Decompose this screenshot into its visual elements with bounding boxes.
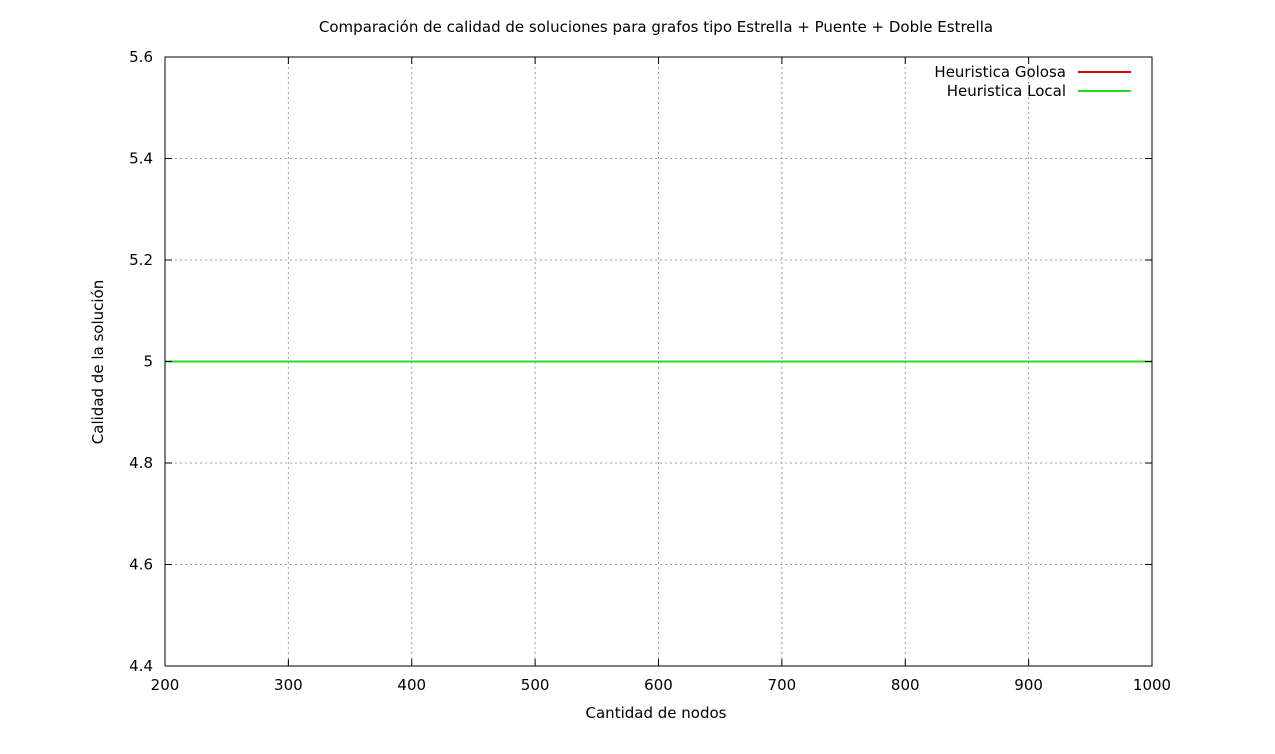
grid-layer (165, 57, 1152, 666)
x-tick-label: 400 (397, 676, 426, 694)
x-tick-label: 500 (521, 676, 550, 694)
y-tick-label: 5 (143, 353, 153, 371)
x-tick-label: 200 (151, 676, 180, 694)
x-tick-label: 1000 (1133, 676, 1171, 694)
y-tick-label: 4.6 (129, 556, 153, 574)
x-tick-label: 800 (891, 676, 920, 694)
chart-title: Comparación de calidad de soluciones par… (319, 18, 993, 36)
x-tick-label: 300 (274, 676, 303, 694)
tick-layer: 200 300 400 500 600 700 800 900 1000 4.4 4.6 4.8 5 5.… (129, 48, 1171, 694)
y-tick-label: 4.4 (129, 657, 153, 675)
y-tick-label: 5.4 (129, 150, 153, 168)
x-axis-label: Cantidad de nodos (586, 704, 727, 722)
y-tick-label: 4.8 (129, 454, 153, 472)
legend-label-2: Heuristica Local (947, 82, 1066, 100)
y-tick-label: 5.2 (129, 251, 153, 269)
x-tick-label: 600 (644, 676, 673, 694)
y-tick-label: 5.6 (129, 48, 153, 66)
x-tick-label: 700 (768, 676, 797, 694)
x-tick-label: 900 (1014, 676, 1043, 694)
legend-label-1: Heuristica Golosa (934, 63, 1066, 81)
y-axis-label: Calidad de la solución (89, 280, 107, 444)
